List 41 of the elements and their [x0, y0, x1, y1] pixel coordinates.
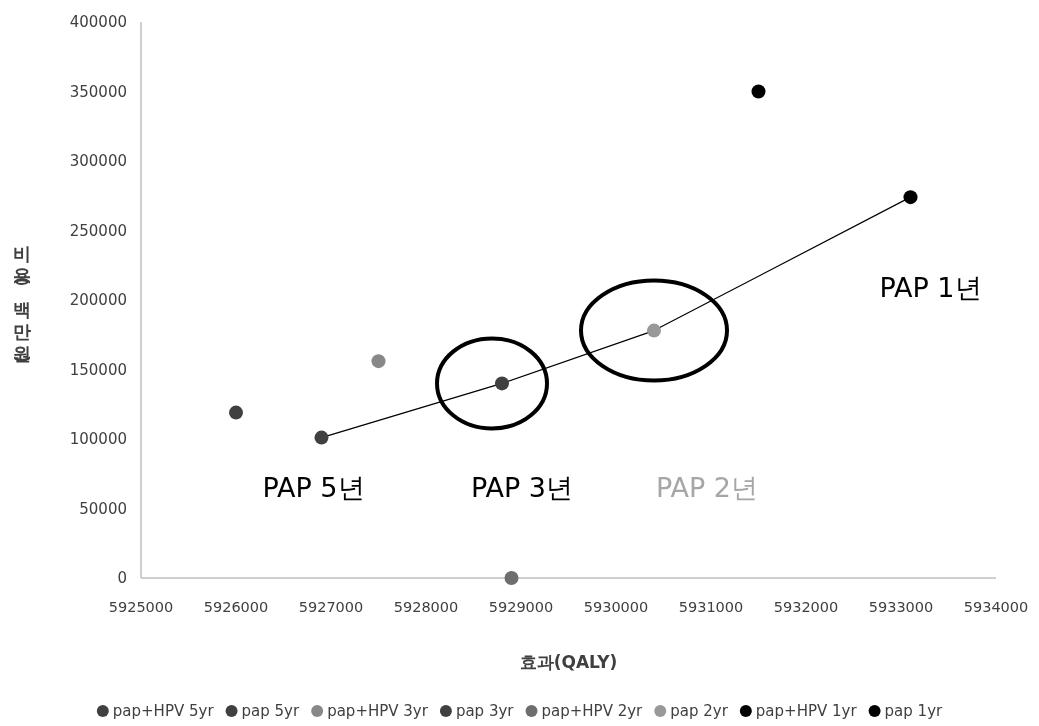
x-tick-label: 5933000: [868, 599, 934, 615]
point: [504, 571, 519, 585]
legend-label: pap 5yr: [241, 702, 300, 720]
annotation: PAP 1년: [879, 272, 982, 304]
legend-label: pap+HPV 2yr: [541, 702, 644, 720]
legend-label: pap+HPV 5yr: [112, 702, 215, 720]
x-tick-label: 5926000: [203, 599, 269, 615]
point: [229, 405, 243, 420]
legend-label: pap 1yr: [884, 702, 944, 720]
point: [751, 84, 766, 99]
y-tick-label: 50000: [79, 499, 127, 518]
x-axis-title: 효과(QALY): [519, 652, 618, 672]
y-tick-label: 350000: [69, 82, 127, 101]
point: [495, 376, 509, 391]
x-tick-label: 5930000: [583, 599, 649, 615]
point: [903, 190, 918, 205]
x-tick-label: 5929000: [488, 599, 554, 615]
x-tick-label: 5932000: [773, 599, 839, 615]
annotation: PAP 5년: [262, 472, 365, 503]
annotation: PAP 2년: [655, 472, 759, 503]
x-tick-label: 5927000: [298, 599, 364, 615]
x-tick-label: 5925000: [108, 599, 174, 615]
legend-label: pap+HPV 3yr: [327, 702, 429, 720]
y-axis-title: 비용(백만원): [11, 232, 33, 368]
y-tick-label: 300000: [69, 152, 127, 170]
y-tick-label: 150000: [69, 360, 127, 379]
x-tick-label: 5928000: [393, 599, 459, 615]
legend-label: pap 2yr: [670, 702, 729, 720]
annotation: PAP 3년: [470, 472, 574, 503]
y-tick-label: 400000: [69, 13, 127, 31]
y-tick-label: 250000: [69, 221, 127, 240]
y-tick-label: 100000: [69, 430, 127, 448]
x-tick-label: 5934000: [963, 599, 1029, 615]
point: [371, 354, 386, 369]
point: [314, 430, 329, 445]
y-tick-label: 0: [117, 569, 127, 587]
legend-label: pap+HPV 1yr: [755, 702, 858, 720]
y-tick-label: 200000: [69, 291, 127, 309]
x-tick-label: 5931000: [678, 599, 744, 615]
point: [647, 323, 661, 338]
legend-label: pap 3yr: [455, 702, 515, 720]
